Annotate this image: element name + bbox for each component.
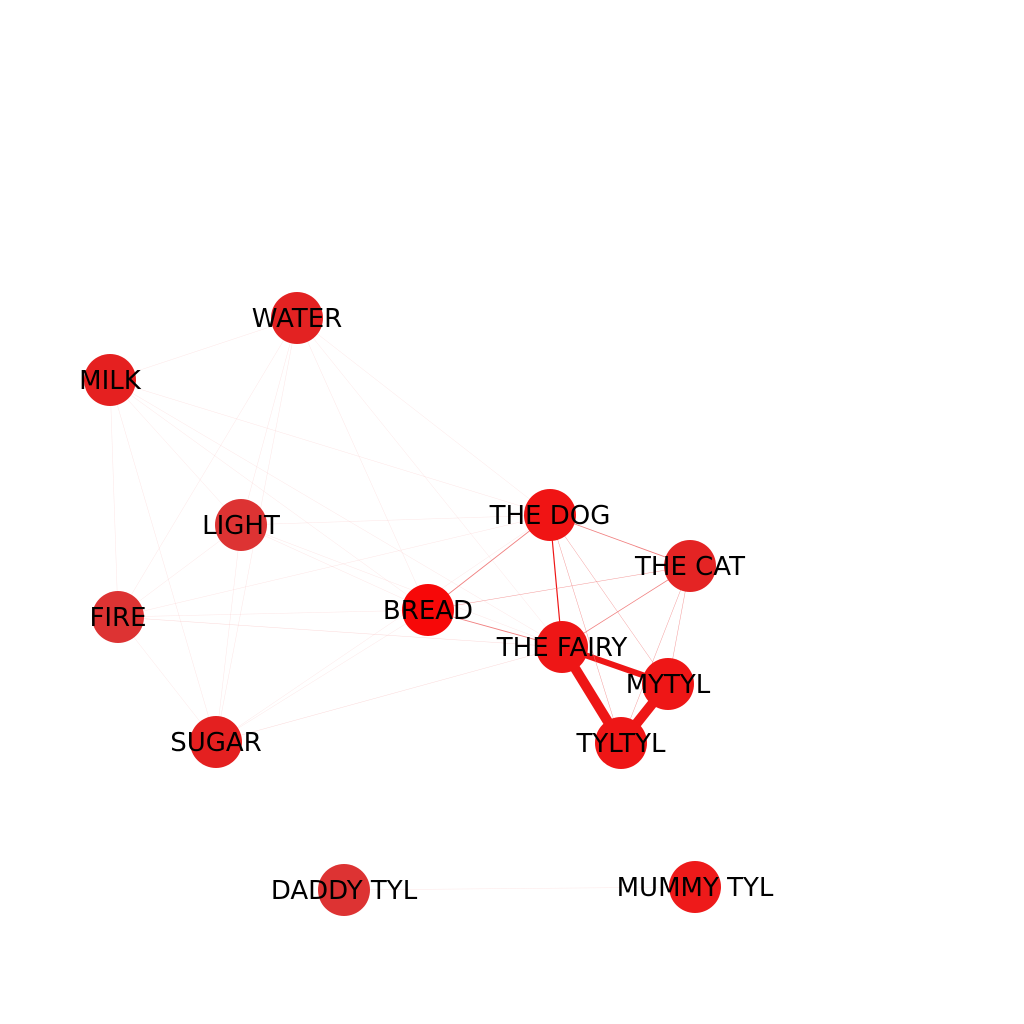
- node-light[interactable]: [215, 499, 267, 551]
- node-tyltyl[interactable]: [595, 717, 647, 769]
- edge-milk-the_dog: [109, 379, 551, 516]
- labels-layer: WATER MILK LIGHT FIRE SUGAR BREAD THE DOG THE C…: [79, 304, 774, 906]
- node-bread[interactable]: [402, 584, 454, 636]
- edge-sugar-bread: [215, 609, 429, 743]
- edge-milk-the_fairy: [109, 379, 563, 648]
- node-mytyl[interactable]: [642, 658, 694, 710]
- node-label-tyltyl: TYLTYL: [576, 729, 666, 759]
- node-the-fairy[interactable]: [536, 621, 588, 673]
- edge-water-bread: [296, 317, 429, 611]
- node-mummy-tyl[interactable]: [669, 861, 721, 913]
- node-label-daddy-tyl: DADDY TYL: [271, 876, 418, 906]
- node-label-milk: MILK: [79, 366, 142, 396]
- node-sugar[interactable]: [190, 716, 242, 768]
- edge-sugar-the_dog: [215, 514, 551, 743]
- edge-the_fairy-fire: [117, 616, 563, 648]
- edge-light-sugar: [215, 524, 242, 743]
- node-the-dog[interactable]: [524, 489, 576, 541]
- edge-light-the_fairy: [240, 524, 563, 648]
- edge-light-the_dog: [240, 514, 551, 526]
- edge-fire-the_dog: [117, 514, 551, 618]
- edge-the_dog-mytyl: [549, 514, 669, 685]
- node-milk[interactable]: [84, 354, 136, 406]
- edge-the_fairy-sugar: [215, 646, 563, 743]
- edge-the_dog-tyltyl: [549, 514, 622, 744]
- edge-milk-sugar: [109, 379, 217, 743]
- node-label-the-fairy: THE FAIRY: [496, 633, 628, 663]
- edge-fire-sugar: [117, 616, 217, 743]
- edge-water-milk: [109, 317, 298, 381]
- node-fire[interactable]: [92, 591, 144, 643]
- node-label-mummy-tyl: MUMMY TYL: [617, 873, 774, 903]
- node-label-water: WATER: [252, 304, 342, 334]
- node-water[interactable]: [271, 292, 323, 344]
- edge-light-bread: [240, 524, 429, 611]
- node-label-fire: FIRE: [89, 603, 146, 633]
- node-label-mytyl: MYTYL: [626, 670, 711, 700]
- node-label-the-cat: THE CAT: [634, 552, 745, 582]
- edge-water-the_dog: [296, 317, 551, 516]
- edge-fire-bread: [117, 609, 429, 618]
- edge-water-the_fairy: [296, 317, 563, 648]
- node-label-the-dog: THE DOG: [489, 501, 611, 531]
- edge-milk-light: [109, 379, 242, 526]
- edge-milk-bread: [109, 379, 429, 611]
- nodes-layer: [84, 292, 721, 916]
- node-label-light: LIGHT: [202, 511, 280, 541]
- edge-daddy_tyl-mummy_tyl: [343, 886, 696, 891]
- node-label-bread: BREAD: [383, 596, 473, 626]
- node-the-cat[interactable]: [664, 540, 716, 592]
- edge-milk-fire: [109, 379, 119, 618]
- edge-the_cat-tyltyl: [620, 565, 691, 744]
- edge-water-light: [240, 317, 298, 526]
- edge-the_cat-bread: [427, 565, 691, 611]
- edge-water-fire: [117, 317, 298, 618]
- node-daddy-tyl[interactable]: [318, 864, 370, 916]
- node-label-sugar: SUGAR: [170, 728, 262, 758]
